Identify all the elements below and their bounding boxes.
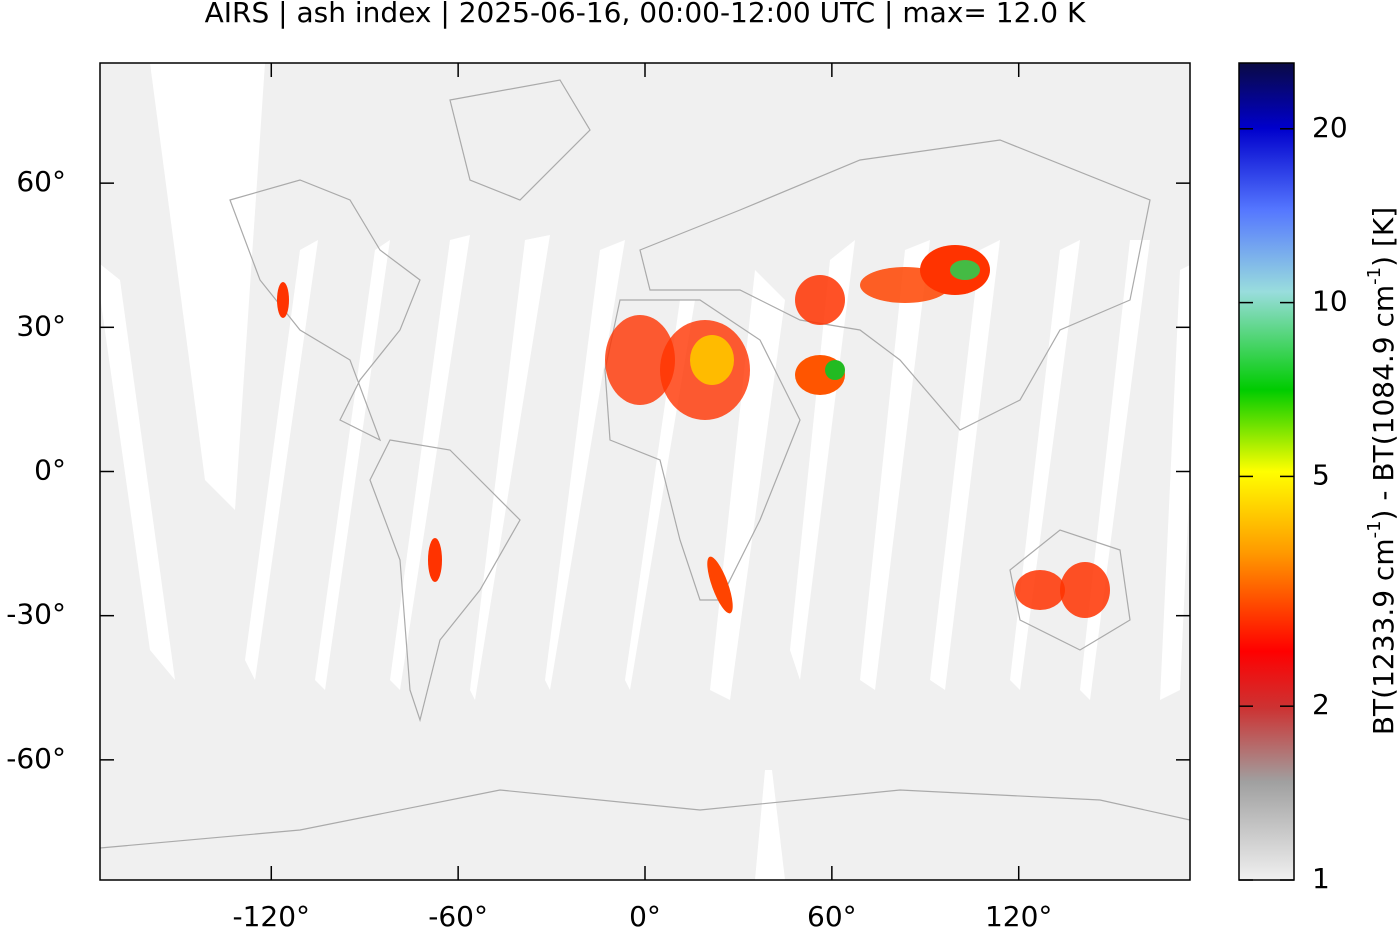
label-text: ) - BT(1084.9 cm [1367, 285, 1400, 521]
colorbar-tick-label: 2 [1312, 688, 1330, 721]
colorbar-tick-label: 10 [1312, 285, 1348, 318]
x-tick-label: 60° [807, 900, 857, 930]
y-tick-label: 0° [34, 454, 66, 487]
map [95, 63, 1200, 880]
colorbar-tick-label: 1 [1312, 862, 1330, 895]
x-tick-label: 120° [985, 900, 1052, 930]
y-tick-label: 60° [16, 165, 66, 198]
label-text: ) [K] [1367, 207, 1400, 267]
colorbar-tick-label: 20 [1312, 111, 1348, 144]
x-tick-label: -60° [428, 900, 488, 930]
map-background [100, 63, 1190, 880]
x-tick-label: -120° [233, 900, 311, 930]
colorbar [1239, 63, 1294, 880]
x-tick-label: 0° [629, 900, 661, 930]
y-tick-label: 30° [16, 309, 66, 342]
chart-title: AIRS | ash index | 2025-06-16, 00:00-12:… [205, 0, 1086, 29]
colorbar-label: BT(1233.9 cm-1) - BT(1084.9 cm-1) [K] [1364, 207, 1400, 735]
y-tick-label: -30° [6, 598, 66, 631]
superscript: -1 [1364, 267, 1385, 285]
superscript: -1 [1364, 520, 1385, 538]
y-tick-label: -60° [6, 742, 66, 775]
colorbar-tick-label: 5 [1312, 458, 1330, 491]
label-text: BT(1233.9 cm [1367, 538, 1400, 735]
